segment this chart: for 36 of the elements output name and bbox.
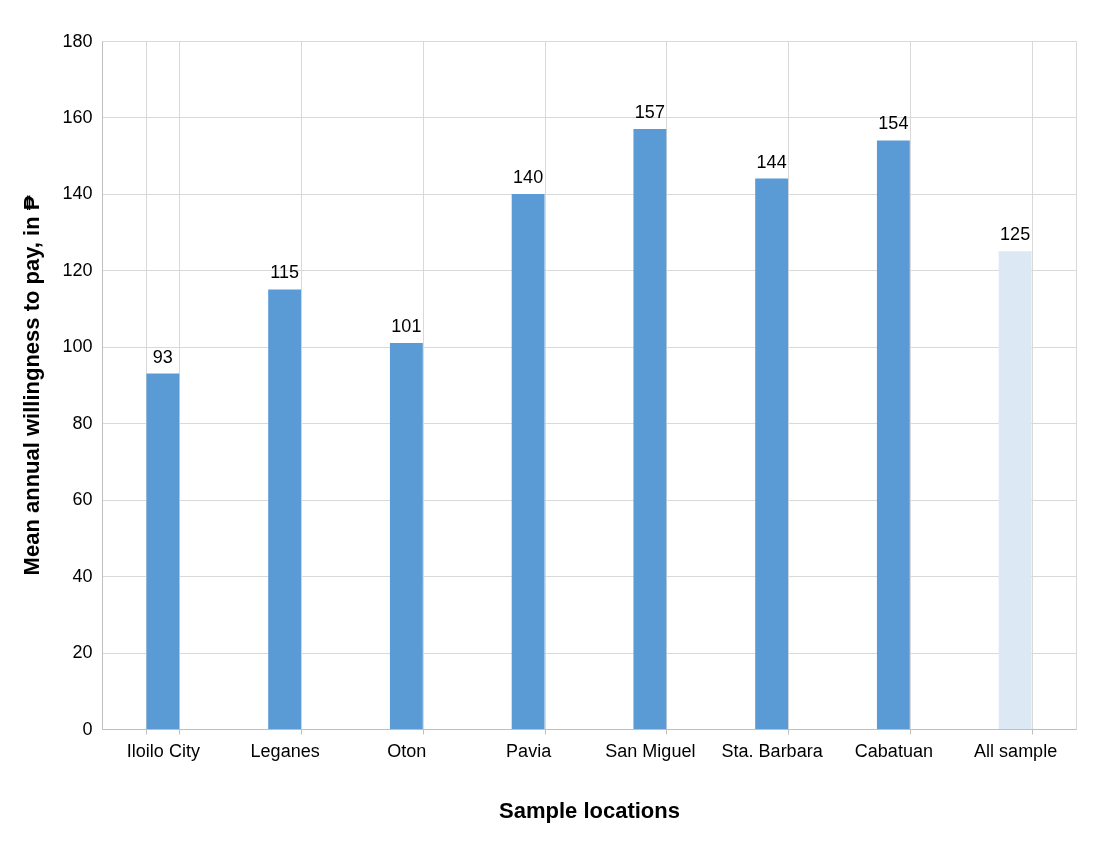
bar [633, 128, 667, 729]
data-label: 101 [391, 315, 422, 336]
bar [389, 342, 423, 729]
data-label: 140 [513, 166, 544, 187]
x-tick-label: Pavia [506, 740, 553, 761]
x-tick-label: All sample [974, 740, 1058, 761]
y-axis-title: Mean annual willingness to pay, in ₱ [19, 195, 45, 576]
y-tick-label: 40 [72, 565, 93, 586]
bar [998, 251, 1032, 729]
x-tick-label: Iloilo City [126, 740, 200, 761]
data-label: 154 [878, 113, 909, 134]
data-label: 93 [152, 346, 173, 367]
y-tick-label: 60 [72, 489, 93, 510]
y-tick-label: 20 [72, 642, 93, 663]
x-tick-label: Oton [387, 740, 427, 761]
data-label: 144 [756, 151, 787, 172]
data-label: 125 [1000, 224, 1031, 245]
x-axis-title: Sample locations [499, 797, 680, 823]
x-tick-label: Cabatuan [854, 740, 933, 761]
x-tick-label: San Miguel [605, 740, 696, 761]
y-tick-label: 80 [72, 412, 93, 433]
y-tick-label: 160 [62, 106, 93, 127]
x-tick-label: Leganes [250, 740, 320, 761]
x-tick-label: Sta. Barbara [721, 740, 824, 761]
bar [511, 193, 545, 729]
y-tick-label: 100 [62, 336, 93, 357]
bar [755, 178, 789, 729]
bar [146, 373, 180, 729]
bar [876, 140, 910, 729]
bar [268, 289, 302, 729]
y-tick-label: 0 [82, 718, 93, 739]
data-label: 115 [270, 262, 299, 283]
y-tick-label: 180 [62, 30, 93, 51]
y-tick-label: 120 [62, 259, 93, 280]
y-tick-label: 140 [62, 183, 93, 204]
data-label: 157 [634, 101, 665, 122]
